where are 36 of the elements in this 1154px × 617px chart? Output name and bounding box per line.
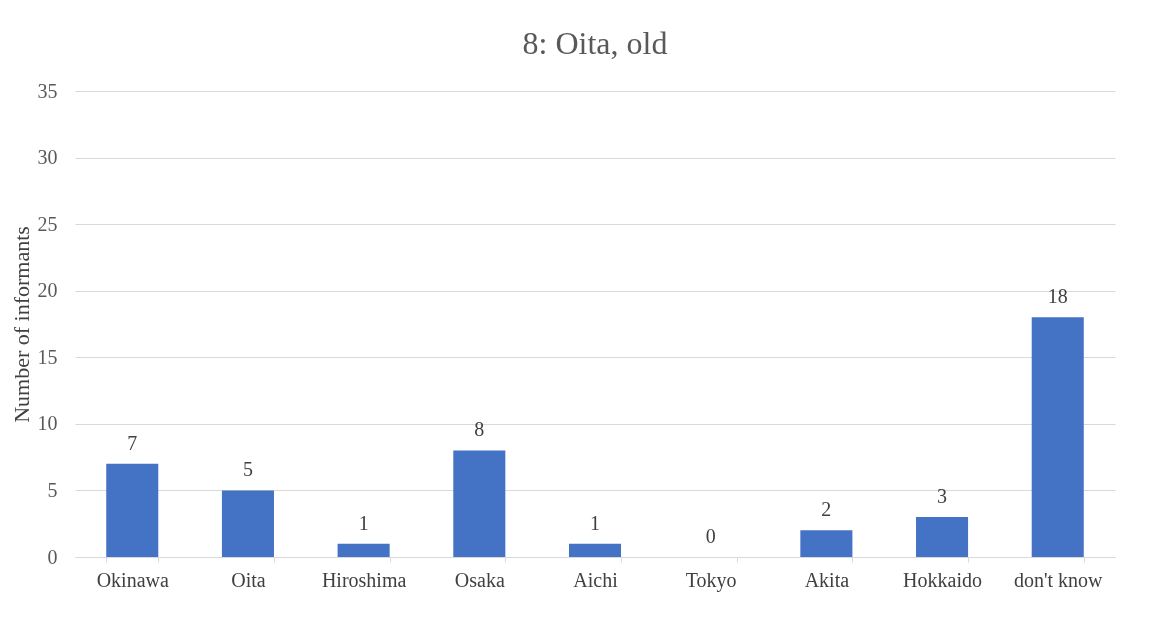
data-label: 7 (127, 431, 138, 454)
y-tick-label: 20 (37, 279, 58, 302)
x-tick-label: Akita (804, 568, 850, 591)
y-tick-label: 15 (37, 345, 58, 368)
bar (916, 517, 969, 557)
data-label: 0 (705, 525, 716, 547)
y-axis-title: Number of informants (8, 226, 34, 423)
y-tick-label: 25 (37, 212, 58, 235)
data-label: 8 (474, 418, 485, 441)
x-tick-label: Oita (231, 568, 266, 591)
x-tick-label: Hokkaido (903, 568, 982, 591)
data-label: 3 (937, 485, 948, 508)
x-tick-label: don't know (1013, 568, 1104, 591)
y-tick-label: 10 (37, 412, 58, 435)
x-tick-label: Aichi (573, 568, 619, 591)
x-tick-label: Okinawa (96, 568, 169, 591)
x-tick-label: Hiroshima (321, 568, 407, 591)
bar (221, 490, 274, 557)
y-tick-label: 5 (47, 478, 58, 501)
y-tick-label: 35 (37, 79, 58, 102)
data-label: 1 (590, 511, 600, 534)
chart-title: 8: Oita, old (522, 25, 668, 61)
bar (568, 543, 622, 557)
data-label: 18 (1047, 285, 1068, 308)
bar (453, 450, 506, 557)
bar (106, 463, 159, 557)
data-label: 1 (358, 511, 369, 534)
x-tick-label: Osaka (454, 568, 505, 591)
bar (1031, 317, 1084, 557)
x-tick-label: Tokyo (685, 568, 737, 592)
bar (800, 530, 853, 557)
y-tick-label: 0 (47, 545, 58, 568)
bar (337, 543, 390, 557)
data-label: 2 (821, 498, 832, 521)
y-tick-label: 30 (37, 146, 58, 169)
data-label: 5 (242, 458, 253, 481)
